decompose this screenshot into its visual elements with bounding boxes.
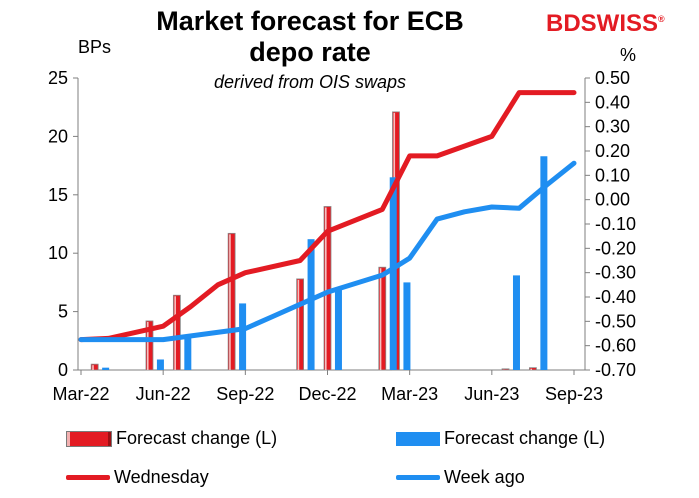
bar-blue <box>540 156 548 370</box>
bar-red-highlight <box>146 321 149 370</box>
bar-red-highlight <box>325 207 327 370</box>
line-week-ago <box>78 160 577 343</box>
bar-red <box>529 367 537 371</box>
left-tick-label: 10 <box>48 243 68 263</box>
chart-subtitle: derived from OIS swaps <box>213 72 407 92</box>
left-tick-label: 25 <box>48 68 68 88</box>
bar-blue <box>184 334 192 370</box>
logo-registered-mark: ® <box>658 14 665 24</box>
bar-red-highlight <box>530 368 533 370</box>
bar-red-highlight <box>379 268 382 370</box>
right-tick-label: 0.20 <box>595 141 630 161</box>
legend-item-line-red: Wednesday <box>66 467 209 488</box>
bar-red <box>145 320 154 371</box>
bar-blue <box>403 282 411 370</box>
right-tick-label: -0.10 <box>595 214 636 234</box>
bar-red <box>323 206 332 371</box>
bar-blue <box>239 303 247 370</box>
left-tick-label: 20 <box>48 126 68 146</box>
legend-label-line-red: Wednesday <box>114 467 209 487</box>
right-tick-label: -0.40 <box>595 287 636 307</box>
right-tick-label: -0.50 <box>595 311 636 331</box>
bar-blue <box>389 177 397 370</box>
bar-red-highlight <box>229 234 231 370</box>
bar-red-highlight <box>174 296 176 370</box>
right-tick-label: 0.30 <box>595 117 630 137</box>
bar-red <box>296 278 305 371</box>
left-tick-label: 5 <box>58 302 68 322</box>
bar-red <box>501 368 510 371</box>
bar-blue <box>307 239 315 370</box>
chart-title: Market forecast for ECB depo rate <box>156 6 464 67</box>
line-wednesday <box>78 90 577 343</box>
x-tick-label: Jun-22 <box>136 384 191 404</box>
left-axis-label: BPs <box>78 37 112 57</box>
right-tick-label: -0.20 <box>595 238 636 258</box>
left-tick-label: 15 <box>48 185 68 205</box>
right-tick-label: 0.50 <box>595 68 630 88</box>
right-tick-label: 0.10 <box>595 165 630 185</box>
x-tick-label: Sep-22 <box>216 384 274 404</box>
legend-swatch-line-blue <box>396 475 440 480</box>
bar-red-highlight <box>297 279 300 370</box>
left-tick-label: 0 <box>58 360 68 380</box>
legend-label-bar-blue: Forecast change (L) <box>444 428 606 448</box>
bar-blue <box>102 367 110 370</box>
bar-red <box>90 363 99 371</box>
bar-blue <box>334 288 342 370</box>
bar-blue <box>156 359 164 370</box>
right-tick-label: -0.30 <box>595 263 636 283</box>
bar-red <box>378 266 387 371</box>
bar-red <box>172 294 181 371</box>
bdswiss-logo: BDSWISS® <box>546 10 665 38</box>
legend-label-bar-red: Forecast change (L) <box>116 428 278 448</box>
right-tick-label: -0.60 <box>595 336 636 356</box>
x-tick-label: Dec-22 <box>298 384 356 404</box>
logo-text-bd: BD <box>546 10 581 37</box>
right-tick-label: 0.00 <box>595 190 630 210</box>
right-axis-label: % <box>620 45 637 65</box>
right-tick-label: -0.70 <box>595 360 636 380</box>
bar-red-highlight <box>92 365 94 370</box>
x-tick-label: Sep-23 <box>545 384 603 404</box>
x-tick-label: Mar-22 <box>52 384 109 404</box>
bar-blue <box>512 275 520 370</box>
logo-text-swiss: SWISS <box>580 10 659 37</box>
legend-label-line-blue: Week ago <box>444 467 525 487</box>
bar-red <box>227 232 236 371</box>
legend-swatch-bar-blue <box>396 431 440 446</box>
right-tick-label: 0.40 <box>595 92 630 112</box>
x-tick-label: Jun-23 <box>464 384 519 404</box>
legend-swatch-line-red <box>66 475 110 480</box>
legend-swatch-bar-red <box>66 430 112 447</box>
legend-item-line-blue: Week ago <box>396 467 525 488</box>
legend-item-bar-blue: Forecast change (L) <box>396 428 605 449</box>
x-tick-label: Mar-23 <box>381 384 438 404</box>
legend-item-bar-red: Forecast change (L) <box>66 428 277 449</box>
